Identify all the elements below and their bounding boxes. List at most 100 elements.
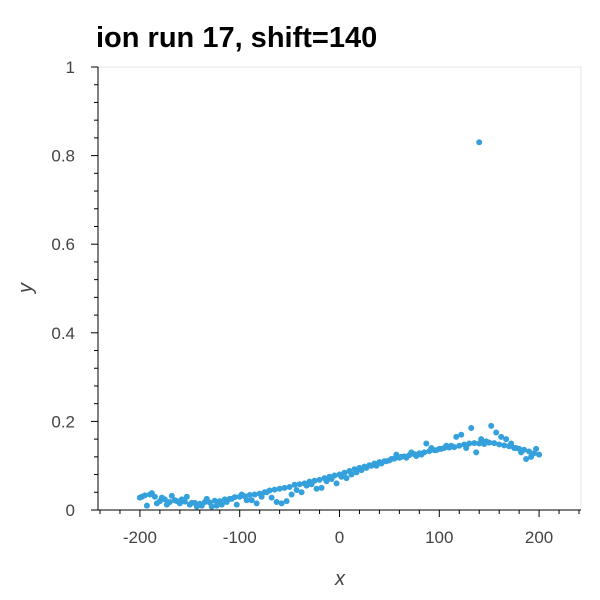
data-point [243,497,250,504]
data-point [308,481,315,488]
x-tick-label: 200 [525,528,553,547]
data-point [263,489,270,496]
x-tick-label: 0 [335,528,344,547]
data-point [493,429,500,436]
x-tick-label: -200 [123,528,157,547]
data-point [528,453,535,460]
data-point [443,442,450,449]
data-point [483,438,490,445]
data-point [318,484,325,491]
data-point [298,489,305,496]
data-point [188,499,195,506]
data-point [328,475,335,482]
y-axis-label: y [15,282,37,295]
data-point [428,444,435,451]
data-point [268,494,275,501]
data-point [238,491,245,498]
data-point [253,500,260,507]
data-point [503,436,510,443]
data-point [518,449,525,456]
data-point [271,486,278,493]
data-point [388,456,395,463]
data-point [303,482,310,489]
data-point [278,500,285,507]
data-point [153,500,160,507]
x-tick-label: -100 [223,528,257,547]
data-point [258,493,265,500]
data-point [473,449,480,456]
data-point [233,501,240,508]
data-point [378,460,385,467]
data-point [456,442,463,449]
y-tick-label: 0 [66,501,75,520]
data-point [488,422,495,429]
y-tick-label: 1 [66,58,75,77]
data-point [418,451,425,458]
data-point [281,484,288,491]
data-point [491,440,498,447]
data-point [458,431,465,438]
data-point [338,473,345,480]
data-point [228,495,235,502]
data-point [398,453,405,460]
data-point [413,452,420,459]
data-point [203,495,210,502]
data-point [143,502,150,509]
data-point [478,436,485,443]
data-point [218,501,225,508]
data-point [498,433,505,440]
data-point [178,496,185,503]
data-point [168,492,175,499]
data-point [433,447,440,454]
data-point [323,478,330,485]
data-point [471,440,478,447]
data-point [286,483,293,490]
data-point [288,491,295,498]
x-tick-label: 100 [425,528,453,547]
data-point [368,462,375,469]
data-point [193,503,200,510]
data-point [358,467,365,474]
data-point [291,481,298,488]
data-point [466,440,473,447]
ticks-layer: -200 -100 0 100 200 0 0.2 0.4 0.6 0.8 1 [51,58,580,547]
data-point [208,503,215,510]
data-point [223,499,230,506]
data-point [138,493,145,500]
chart-title: ion run 17, shift=140 [96,22,377,54]
data-point [513,444,520,451]
data-point [383,458,390,465]
data-point [296,481,303,488]
data-point [283,498,290,505]
data-point [453,433,460,440]
data-point [348,471,355,478]
data-point [343,475,350,482]
data-point [251,491,258,498]
data-point [273,499,280,506]
data-point [198,502,205,509]
y-tick-label: 0.6 [51,235,75,254]
data-point [438,445,445,452]
data-point [526,448,533,455]
data-point [158,494,165,501]
data-point [163,501,170,508]
data-point [403,454,410,461]
data-point [173,498,180,505]
data-point [448,442,455,449]
data-point [353,469,360,476]
data-point [276,485,283,492]
data-point [246,491,253,498]
data-point [313,485,320,492]
data-point [496,441,503,448]
x-axis-label: x [334,568,346,590]
y-tick-label: 0.2 [51,412,75,431]
data-point [333,480,340,487]
data-point [536,451,543,458]
data-point [408,449,415,456]
data-point [523,456,530,463]
data-point [533,445,540,452]
data-point [501,442,508,449]
data-point [393,451,400,458]
data-point [468,425,475,432]
y-tick-label: 0.4 [51,324,75,343]
